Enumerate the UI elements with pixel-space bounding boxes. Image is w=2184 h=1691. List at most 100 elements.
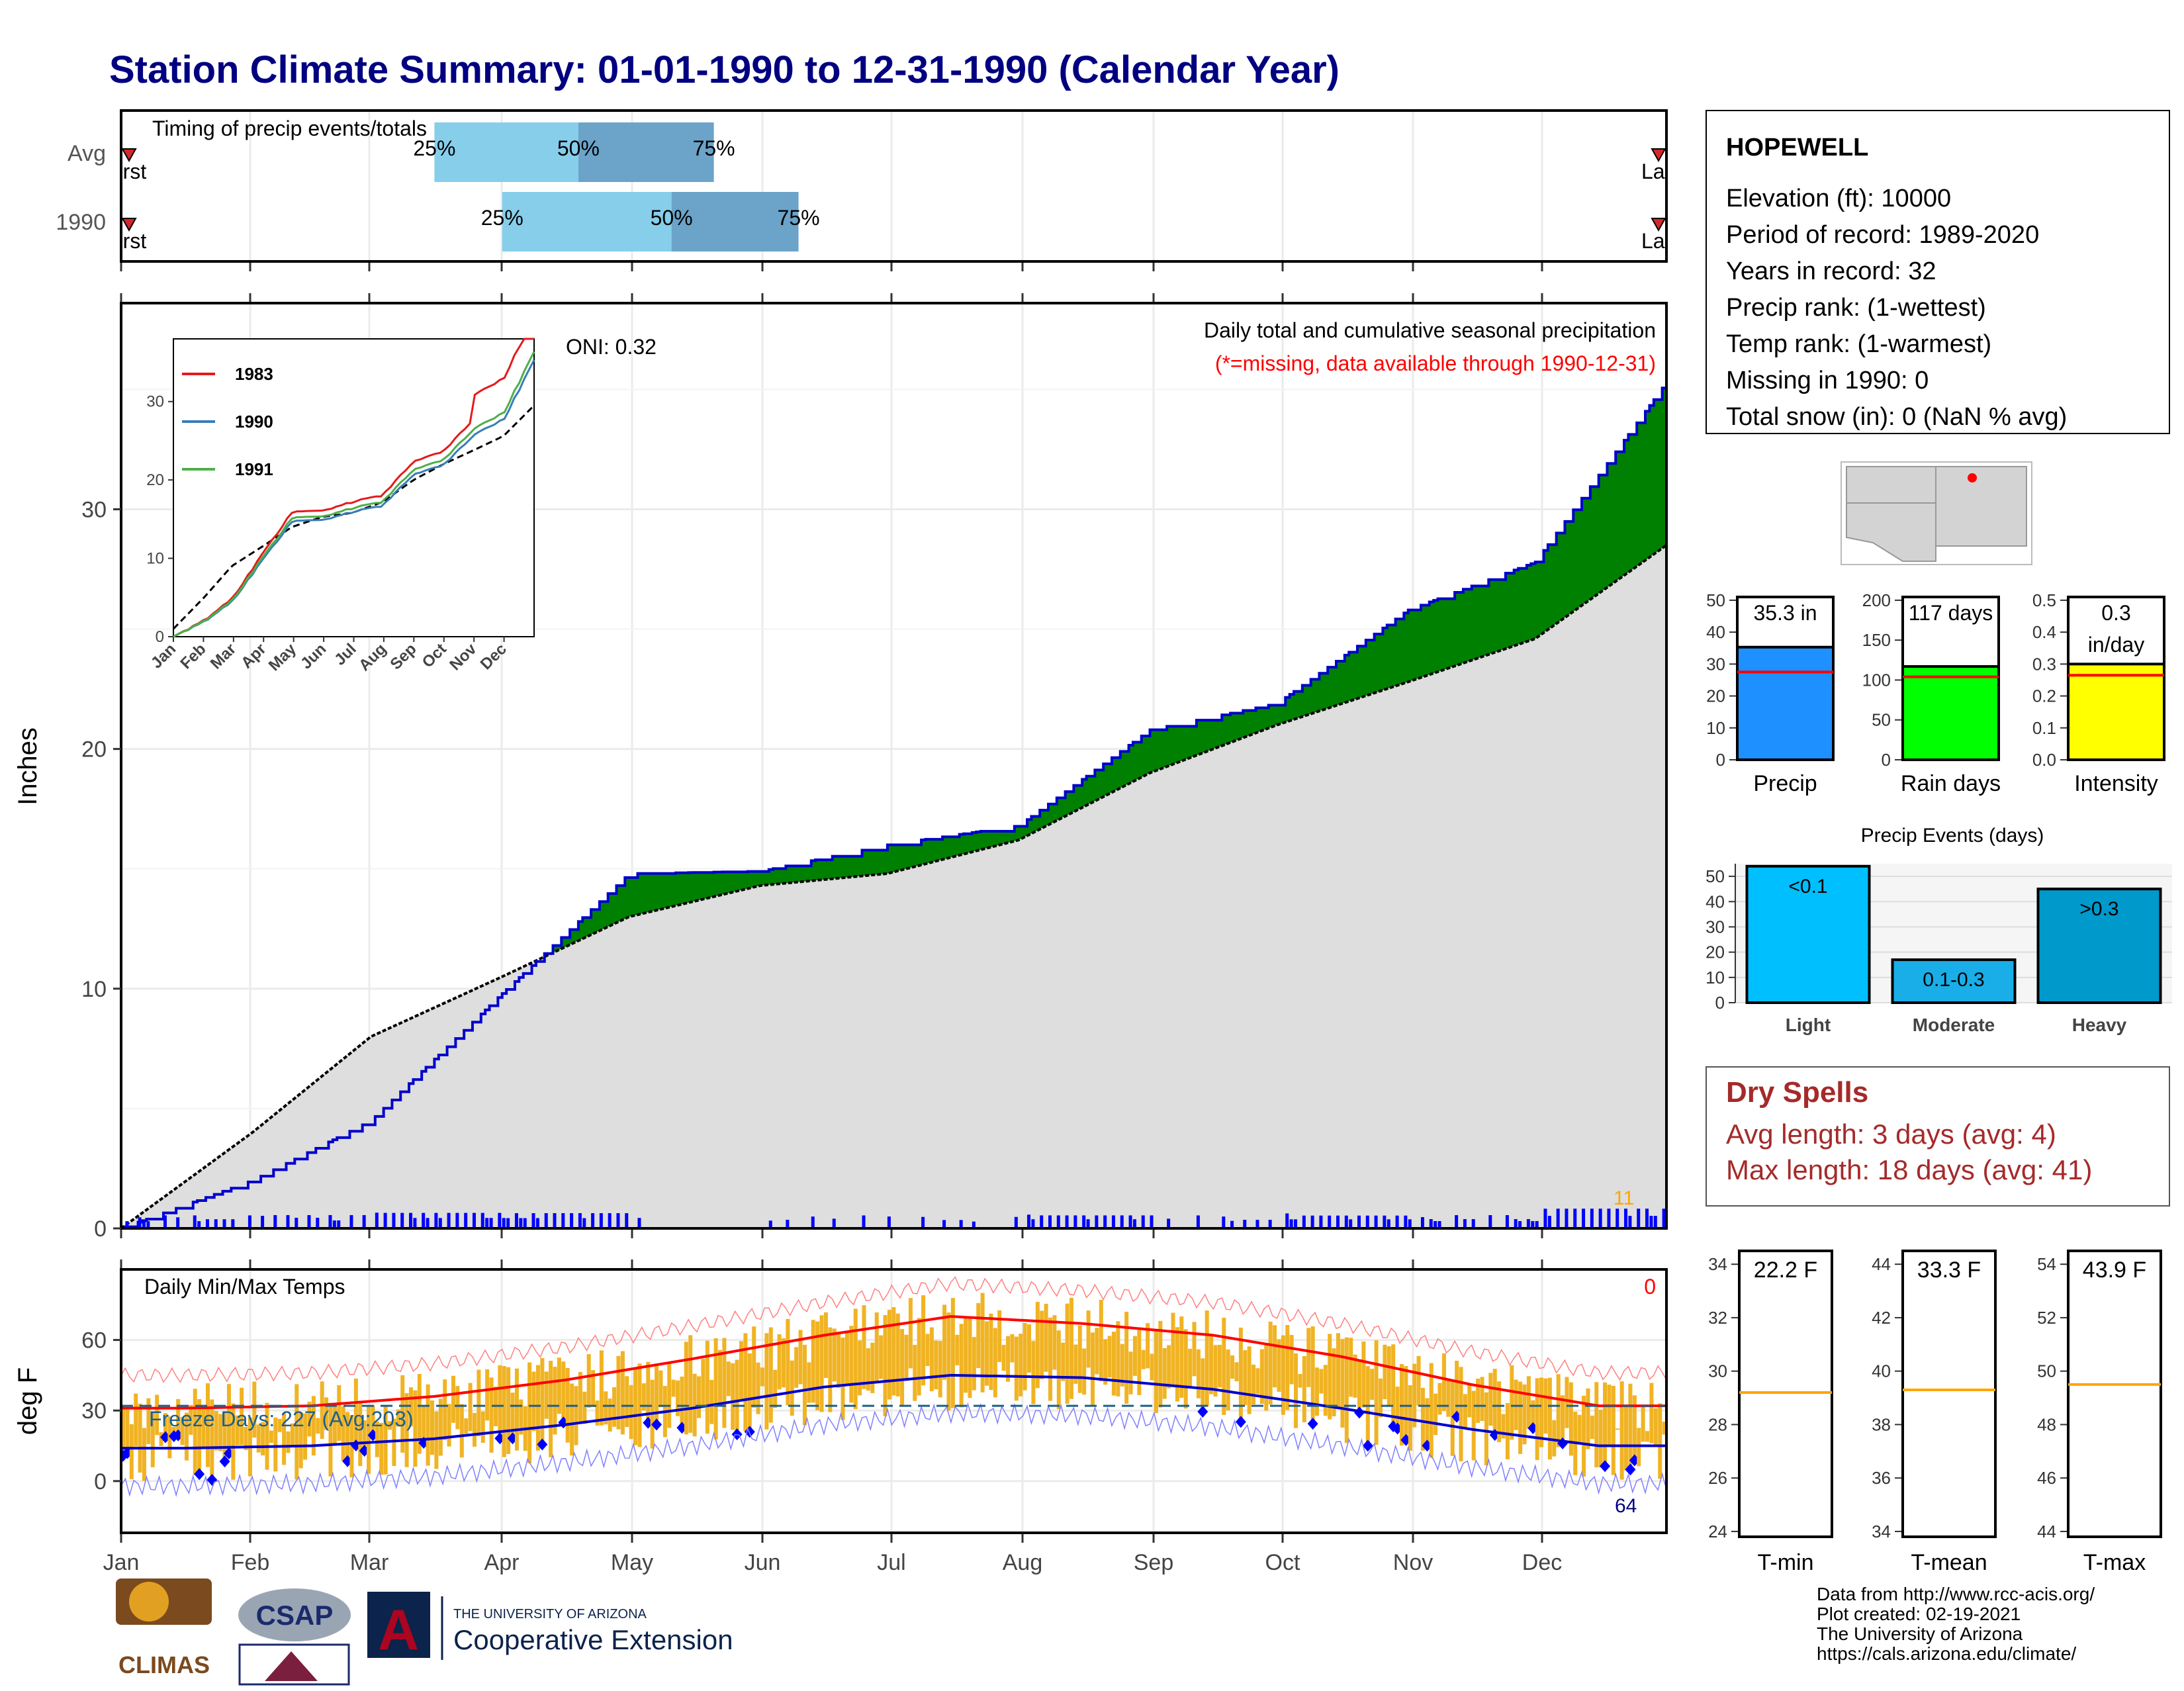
cumulative-diff-area	[1641, 423, 1646, 563]
daily-precip-bar	[328, 1215, 332, 1228]
cumulative-diff-area	[1349, 652, 1353, 701]
daily-precip-bar	[384, 1213, 387, 1228]
cumulative-diff-area	[1573, 510, 1578, 612]
cumulative-diff-area	[748, 872, 752, 889]
cumulative-diff-area	[1188, 726, 1193, 758]
page-title: Station Climate Summary: 01-01-1990 to 1…	[109, 48, 1340, 91]
cumulative-diff-area	[989, 831, 993, 848]
daily-temp-bar	[1472, 1391, 1476, 1460]
daily-temp-bar	[1654, 1408, 1658, 1447]
cumulative-diff-area	[1251, 710, 1256, 734]
daily-temp-bar	[1239, 1328, 1243, 1422]
daily-temp-bar	[1484, 1393, 1488, 1465]
daily-temp-bar	[469, 1383, 473, 1432]
daily-temp-bar	[701, 1359, 705, 1406]
daily-temp-bar	[1319, 1369, 1323, 1393]
daily-precip-bar	[176, 1217, 179, 1228]
daily-temp-bar	[612, 1387, 616, 1427]
cumulative-diff-area	[1315, 679, 1320, 712]
daily-precip-bar	[1357, 1216, 1361, 1228]
cumulative-diff-area	[1404, 613, 1408, 683]
daily-temp-bar	[1506, 1403, 1510, 1459]
daily-temp-bar	[1527, 1376, 1531, 1428]
precip-events-bar-label: 0.1-0.3	[1923, 969, 1984, 991]
daily-temp-bar	[849, 1326, 853, 1402]
daily-precip-bar	[485, 1218, 488, 1228]
month-label: Jun	[745, 1550, 781, 1575]
month-label: Nov	[1393, 1550, 1433, 1575]
csap-logo-mountain	[265, 1651, 318, 1681]
daily-precip-bar	[1649, 1216, 1653, 1228]
daily-precip-bar	[1311, 1216, 1314, 1228]
daily-temp-bar	[951, 1298, 955, 1408]
daily-precip-bar	[1514, 1219, 1518, 1228]
daily-temp-bar	[1285, 1325, 1289, 1410]
daily-precip-bar	[1087, 1219, 1090, 1228]
daily-temp-bar	[621, 1351, 625, 1434]
cumulative-diff-area	[972, 833, 977, 852]
daily-temp-bar	[684, 1342, 688, 1434]
cumulative-diff-area	[1175, 726, 1180, 763]
daily-precip-bar	[490, 1218, 493, 1228]
daily-precip-bar	[1404, 1216, 1407, 1228]
dry-spells-max: Max length: 18 days (avg: 41)	[1726, 1154, 2092, 1185]
daily-temp-bar	[1027, 1324, 1031, 1373]
cumulative-diff-area	[875, 850, 880, 874]
daily-precip-bar	[591, 1213, 594, 1228]
month-label: Feb	[231, 1550, 270, 1575]
cumulative-diff-area	[680, 873, 684, 905]
daily-temp-bar	[1565, 1377, 1569, 1428]
cumulative-diff-area	[1357, 646, 1362, 698]
daily-precip-bar	[616, 1213, 619, 1228]
stat-bar-value	[2068, 664, 2164, 760]
csap-logo-text: CSAP	[256, 1600, 334, 1631]
daily-temp-bar	[1590, 1416, 1594, 1439]
daily-precip-bar	[1142, 1215, 1145, 1228]
daily-temp-bar	[964, 1316, 968, 1393]
cumulative-diff-area	[1531, 564, 1535, 641]
daily-temp-bar	[1594, 1382, 1598, 1467]
temp-box-tick-label: 40	[1872, 1361, 1891, 1381]
daily-temp-bar	[1620, 1381, 1624, 1480]
daily-temp-bar	[532, 1371, 536, 1431]
temp-box-tick-label: 34	[1872, 1522, 1891, 1541]
cumulative-diff-area	[1430, 602, 1434, 675]
cumulative-diff-area	[1506, 573, 1510, 649]
cumulative-diff-area	[1408, 610, 1413, 682]
station-line-period: Period of record: 1989-2020	[1726, 221, 2039, 249]
stat-bar-value-label: 0.3	[2101, 601, 2130, 625]
cumulative-diff-area	[1472, 586, 1477, 660]
cumulative-diff-area	[866, 850, 871, 876]
daily-temp-bar	[1578, 1415, 1582, 1444]
daily-temp-bar	[1044, 1304, 1048, 1372]
daily-temp-bar	[727, 1361, 731, 1396]
cumulative-diff-area	[917, 845, 922, 866]
cumulative-diff-area	[925, 839, 930, 864]
daily-temp-bar	[1628, 1384, 1632, 1470]
temp-box-value: 33.3 F	[1917, 1257, 1981, 1283]
month-label: May	[611, 1550, 653, 1575]
cumulative-y-label: Inches	[13, 727, 42, 805]
temp-box-tick-label: 50	[2037, 1361, 2056, 1381]
stat-bar-tick-label: 50	[1872, 710, 1891, 730]
cumulative-diff-area	[1615, 452, 1620, 582]
cumulative-diff-area	[849, 856, 854, 878]
daily-precip-bar	[862, 1215, 866, 1228]
cumulative-diff-area	[985, 831, 989, 848]
cumulative-diff-area	[1171, 726, 1176, 764]
cumulative-diff-area	[1535, 562, 1540, 639]
cumulative-diff-area	[951, 837, 956, 857]
daily-temp-bar	[1357, 1359, 1361, 1412]
daily-temp-bar	[485, 1369, 489, 1420]
daily-temp-bar	[1015, 1337, 1019, 1401]
daily-temp-bar	[477, 1370, 480, 1437]
cumulative-diff-area	[1522, 569, 1527, 643]
daily-precip-bar	[409, 1213, 412, 1228]
footer: Data from http://www.rcc-acis.org/ Plot …	[1817, 1584, 2095, 1664]
temps-title: Daily Min/Max Temps	[144, 1275, 345, 1299]
daily-temp-bar	[130, 1424, 134, 1479]
daily-temp-bar	[481, 1412, 485, 1443]
cumulative-diff-area	[1446, 599, 1451, 669]
